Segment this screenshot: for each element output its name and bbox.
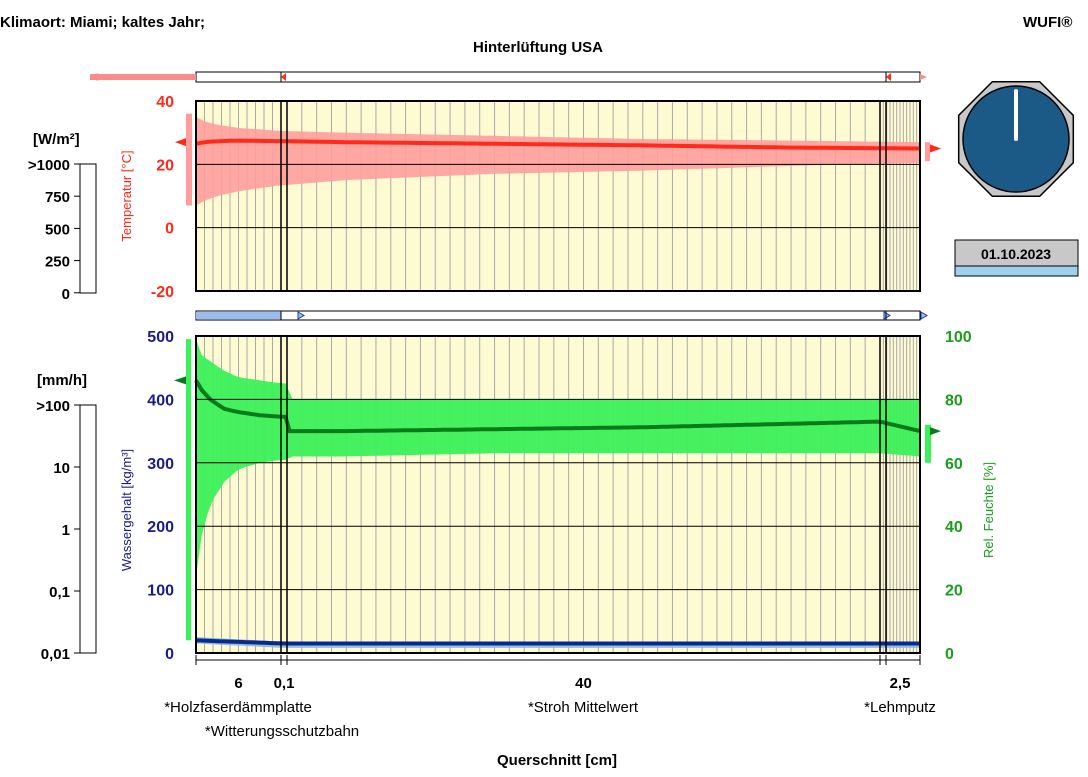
outdoor-humidity-marker <box>174 376 186 385</box>
radiation-tick: 0 <box>62 286 70 303</box>
date-label: 01.10.2023 <box>981 246 1051 262</box>
water-content-tick-100: 100 <box>147 583 174 600</box>
x-tick-label: 0,1 <box>274 675 295 692</box>
radiation-tick: 500 <box>45 221 70 238</box>
layer-label: *Stroh Mittelwert <box>528 699 639 716</box>
temperature-axis-label: Temperatur [°C] <box>119 150 134 241</box>
indoor-humidity-marker <box>930 427 941 436</box>
water-content-tick-0: 0 <box>165 646 174 663</box>
temperature-tick-0: 0 <box>165 221 174 238</box>
temperature-range-band <box>196 116 920 206</box>
temperature-line <box>195 138 920 151</box>
water-content-tick-400: 400 <box>147 392 174 409</box>
indoor-temperature-bar <box>925 142 930 162</box>
x-tick-label: 2,5 <box>890 675 911 692</box>
rain-tick: 0,01 <box>41 646 70 663</box>
water-content-tick-500: 500 <box>147 329 174 346</box>
moisture-series <box>174 339 941 648</box>
outdoor-humidity-bar <box>186 339 191 641</box>
humidity-tick-60: 60 <box>945 456 963 473</box>
humidity-tick-0: 0 <box>945 646 954 663</box>
moisture-flux-strip <box>195 310 928 321</box>
temperature-tick--20: -20 <box>151 284 174 301</box>
temperature-grid <box>196 101 920 291</box>
humidity-tick-80: 80 <box>945 392 963 409</box>
layer-label: *Witterungsschutzbahn <box>205 723 359 740</box>
moisture-grid <box>196 336 920 653</box>
humidity-tick-20: 20 <box>945 583 963 600</box>
humidity-tick-40: 40 <box>945 519 963 536</box>
radiation-tick: 750 <box>45 189 70 206</box>
rain-tick: 1 <box>62 522 70 539</box>
indoor-temperature-marker <box>930 144 941 153</box>
water-content-tick-200: 200 <box>147 519 174 536</box>
outdoor-temperature-marker <box>175 138 186 147</box>
temperature-flux-strip <box>90 71 927 83</box>
relative-humidity-line <box>194 379 921 434</box>
temperature-tick-20: 20 <box>156 157 174 174</box>
water-content-tick-300: 300 <box>147 456 174 473</box>
x-tick-label: 6 <box>234 675 242 692</box>
radiation-scale: [W/m²] >1000 750 500 250 0 <box>28 131 97 303</box>
time-clock <box>957 80 1075 198</box>
water-content-axis-label: Wassergehalt [kg/m³] <box>119 449 134 571</box>
page-title: Hinterlüftung USA <box>473 39 603 56</box>
temperature-plot-area <box>196 101 920 291</box>
rain-unit: [mm/h] <box>37 372 87 389</box>
radiation-tick: 250 <box>45 254 70 271</box>
climate-label: Klimaort: Miami; kaltes Jahr; <box>0 14 205 31</box>
wufi-brand: WUFI® <box>1023 14 1072 31</box>
rain-tick: 10 <box>53 460 70 477</box>
x-axis: 6 0,1 40 2,5 *Holzfaserdämmplatte *Witterungs… <box>164 655 936 740</box>
radiation-unit: [W/m²] <box>33 131 80 148</box>
temperature-series <box>175 113 941 206</box>
layer-label: *Lehmputz <box>864 699 936 716</box>
temperature-tick-40: 40 <box>156 94 174 111</box>
humidity-tick-100: 100 <box>945 329 972 346</box>
rain-scale: [mm/h] >100 10 1 0,1 0,01 <box>36 372 97 663</box>
relative-humidity-axis-label: Rel. Feuchte [%] <box>981 462 996 558</box>
time-progress-bar <box>954 265 1079 277</box>
water-content-line <box>195 638 920 646</box>
indoor-humidity-bar <box>925 424 931 463</box>
moisture-plot-area <box>196 336 920 653</box>
outdoor-temperature-bar <box>186 113 192 206</box>
rain-tick: 0,1 <box>49 584 70 601</box>
rain-tick: >100 <box>36 398 70 415</box>
x-axis-label: Querschnitt [cm] <box>497 752 617 769</box>
x-tick-label: 40 <box>575 675 592 692</box>
layer-label: *Holzfaserdämmplatte <box>164 699 312 716</box>
moisture-y-ticks: 0 100 200 300 400 500 0 20 40 60 80 100 <box>147 329 972 663</box>
temperature-y-ticks: -20 0 20 40 <box>151 94 174 301</box>
radiation-tick: >1000 <box>28 157 70 174</box>
